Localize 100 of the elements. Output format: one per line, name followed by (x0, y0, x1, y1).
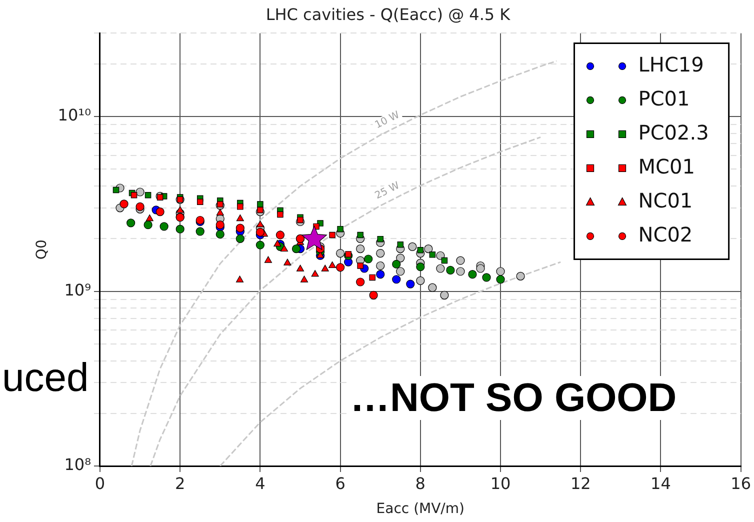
point (377, 236, 384, 242)
point (416, 276, 425, 285)
point (336, 248, 345, 258)
point (236, 224, 244, 232)
point (256, 220, 264, 228)
point (441, 257, 448, 264)
annotation: …NOT SO GOOD (350, 376, 677, 420)
point (160, 222, 168, 231)
point (357, 262, 364, 269)
point (130, 192, 138, 198)
point (416, 262, 425, 272)
point (356, 244, 365, 254)
point (337, 226, 344, 232)
point (136, 202, 144, 211)
x-tick-label: 14 (650, 474, 671, 493)
point (446, 266, 455, 275)
point (156, 194, 164, 200)
point (256, 240, 264, 250)
legend-label: NC01 (638, 188, 693, 212)
point (392, 260, 401, 268)
point (357, 232, 364, 238)
point (369, 290, 378, 300)
point (112, 186, 120, 194)
chart-title: LHC cavities - Q(Eacc) @ 4.5 K (266, 4, 511, 24)
point (417, 247, 424, 254)
point (302, 226, 327, 250)
point (345, 251, 352, 258)
legend-label: NC02 (638, 222, 693, 246)
point (236, 234, 244, 243)
point (136, 188, 144, 196)
point (156, 208, 164, 216)
point (237, 204, 244, 210)
x-tick-label: 6 (335, 474, 346, 493)
point (236, 214, 244, 222)
point (328, 261, 336, 268)
point (436, 251, 445, 260)
point (397, 241, 404, 248)
point (364, 254, 373, 264)
point (257, 206, 264, 214)
point (257, 201, 264, 208)
x-tick-label: 8 (415, 474, 426, 493)
point (292, 244, 301, 254)
y-tick-label: 10¹⁰ (58, 106, 91, 125)
y-tick-label: 10⁹ (64, 280, 91, 300)
legend-label: PC01 (638, 86, 690, 110)
point (126, 218, 136, 228)
point (476, 264, 485, 273)
point (396, 254, 405, 262)
point (376, 261, 385, 270)
point (369, 274, 376, 281)
point (336, 263, 345, 272)
point (396, 267, 405, 276)
point (321, 264, 329, 272)
point (456, 267, 465, 276)
line-series (150, 136, 542, 466)
line-series (130, 60, 558, 466)
point (280, 244, 288, 252)
text: uced (2, 356, 89, 401)
y-tick-label: 10⁸ (64, 455, 91, 474)
point (274, 240, 282, 246)
point (300, 276, 308, 282)
point (176, 206, 184, 213)
point (392, 275, 401, 284)
point (216, 208, 224, 216)
point (436, 264, 445, 273)
legend-label: PC02.3 (638, 120, 709, 144)
point (376, 270, 385, 279)
text: 10 W (373, 110, 402, 132)
point (196, 198, 204, 205)
point (264, 256, 272, 263)
point (256, 228, 264, 236)
point (329, 232, 336, 238)
x-axis-title: Eacc (MV/m) (376, 501, 465, 518)
point (144, 192, 152, 198)
point (277, 211, 284, 218)
point (146, 214, 154, 222)
x-tick-label: 4 (255, 474, 266, 493)
point (516, 272, 525, 280)
point (236, 276, 244, 282)
point (376, 248, 385, 258)
point (284, 258, 292, 266)
point (297, 216, 304, 224)
point (408, 242, 417, 251)
point (196, 227, 204, 236)
point (424, 244, 433, 254)
point (311, 270, 319, 277)
text: 25 W (373, 180, 402, 202)
point (176, 224, 184, 234)
point (296, 264, 304, 272)
x-tick-label: 2 (175, 474, 186, 493)
x-tick-label: 0 (94, 474, 106, 493)
point (429, 252, 436, 258)
point (216, 230, 224, 239)
point (482, 273, 491, 282)
point (406, 280, 415, 288)
point (496, 275, 505, 284)
point (120, 200, 128, 208)
point (356, 278, 365, 286)
point (468, 270, 477, 279)
legend-label: MC01 (638, 154, 695, 178)
